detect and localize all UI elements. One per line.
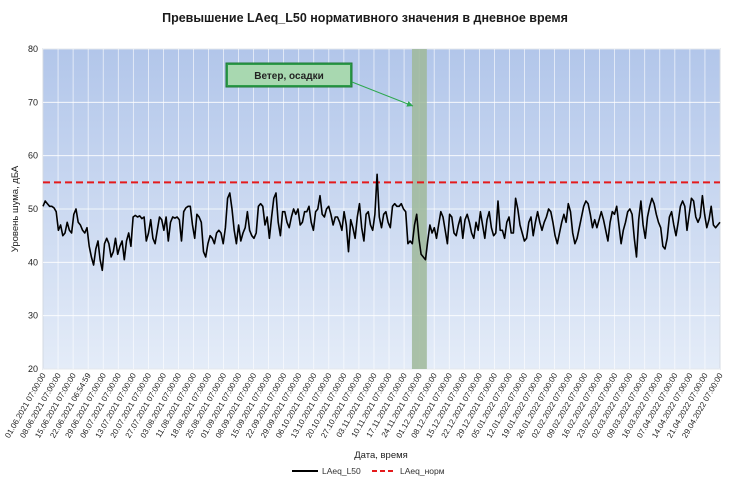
y-tick-label: 50 xyxy=(28,204,38,214)
y-axis-ticks: 20 30 40 50 60 70 80 xyxy=(28,44,38,374)
annotation-arrow xyxy=(351,81,414,107)
legend-label-laeq-l50: LAeq_L50 xyxy=(322,466,361,476)
y-tick-label: 80 xyxy=(28,44,38,54)
series-layer xyxy=(42,173,721,272)
y-tick-label: 70 xyxy=(28,97,38,107)
y-tick-label: 20 xyxy=(28,364,38,374)
y-tick-label: 40 xyxy=(28,257,38,267)
series-laeq-l50-line xyxy=(42,173,721,272)
y-tick-label: 30 xyxy=(28,311,38,321)
weather-highlight-band xyxy=(411,49,427,369)
legend-label-laeq-norm: LAeq_норм xyxy=(400,466,445,476)
highlight-band-rect xyxy=(411,49,427,369)
chart-title: Превышение LAeq_L50 нормативного значени… xyxy=(162,11,568,25)
x-axis-label: Дата, время xyxy=(354,450,408,461)
y-axis-label: Уровень шума, дБА xyxy=(10,165,21,252)
annotation-text: Ветер, осадки xyxy=(254,71,324,82)
y-tick-label: 60 xyxy=(28,151,38,161)
annotation-box-inner xyxy=(228,65,350,85)
annotation: Ветер, осадки xyxy=(225,62,414,107)
legend: LAeq_L50 LAeq_норм xyxy=(292,466,445,476)
